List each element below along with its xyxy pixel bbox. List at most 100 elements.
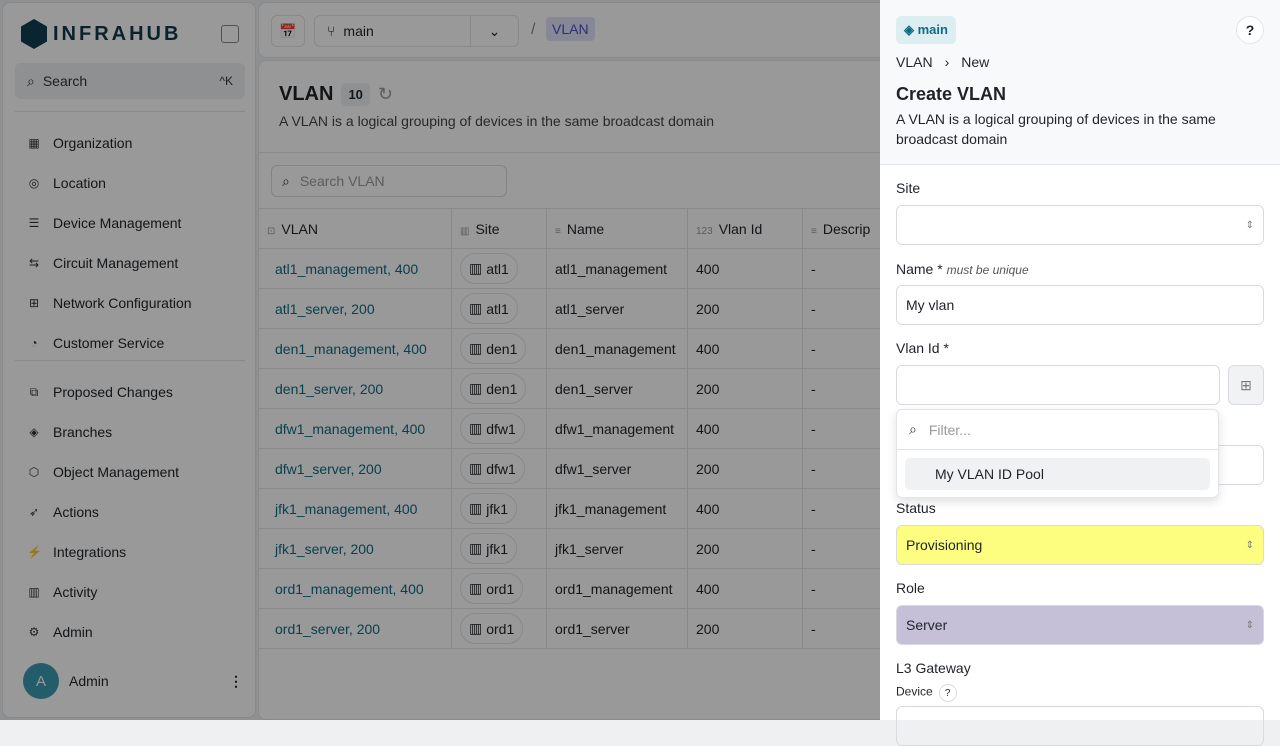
site-pill[interactable]: ▥ den1: [460, 333, 527, 364]
table-cell: 400: [687, 568, 803, 609]
table-cell: -: [802, 448, 880, 489]
network-icon: ⊞: [28, 296, 40, 310]
column-header-label: Site: [475, 220, 500, 237]
chevron-down-icon[interactable]: ⌄: [470, 16, 518, 46]
site-pill[interactable]: ▥ atl1: [460, 293, 518, 324]
sidebar-item-object-management[interactable]: ⬡ Object Management: [15, 452, 245, 492]
sidebar-item-proposed-changes[interactable]: ⧉ Proposed Changes: [15, 372, 245, 412]
table-row[interactable]: jfk1_management, 400 ▥ jfk1 jfk1_management…: [259, 488, 880, 529]
count-badge: 10: [341, 83, 370, 106]
site-pill[interactable]: ▥ dfw1: [460, 413, 525, 444]
site-pill[interactable]: ▥ jfk1: [460, 533, 518, 564]
sidebar-item-label: Customer Service: [53, 335, 165, 351]
site-name: dfw1: [486, 460, 516, 477]
main-content: VLAN 10 ↻ A VLAN is a logical grouping of …: [258, 60, 880, 720]
modal-overlay[interactable]: [0, 0, 880, 720]
site-pill[interactable]: ▥ jfk1: [460, 493, 518, 524]
table-row[interactable]: ord1_management, 400 ▥ ord1 ord1_management…: [259, 568, 880, 609]
pool-selector-button[interactable]: ⊞: [1228, 365, 1264, 405]
refresh-icon[interactable]: ↻: [377, 84, 394, 104]
table-cell[interactable]: ord1_server, 200: [259, 608, 452, 649]
sidebar-item-network-configuration[interactable]: ⊞ Network Configuration: [15, 283, 245, 323]
table-row[interactable]: atl1_server, 200 ▥ atl1 atl1_server 200-: [259, 288, 880, 329]
device-select[interactable]: [896, 706, 1264, 746]
branch-selector[interactable]: ⑂ main ⌄: [314, 15, 519, 47]
table-row[interactable]: dfw1_management, 400 ▥ dfw1 dfw1_management…: [259, 408, 880, 449]
crumb-vlan[interactable]: VLAN: [896, 54, 933, 70]
name-input[interactable]: My vlan: [896, 285, 1264, 325]
site-pill[interactable]: ▥ den1: [460, 373, 527, 404]
table-row[interactable]: den1_management, 400 ▥ den1 den1_management…: [259, 328, 880, 369]
table-row[interactable]: den1_server, 200 ▥ den1 den1_server 200-: [259, 368, 880, 409]
table-cell[interactable]: ▥ jfk1: [451, 528, 547, 569]
table-cell[interactable]: ord1_management, 400: [259, 568, 452, 609]
divider: [15, 111, 245, 112]
sidebar-item-admin[interactable]: ⚙ Admin: [15, 612, 245, 652]
breadcrumb[interactable]: VLAN: [546, 17, 595, 41]
sidebar-item-label: Admin: [53, 624, 93, 640]
table-cell[interactable]: ▥ atl1: [451, 248, 547, 289]
sidebar-item-organization[interactable]: ▦ Organization: [15, 123, 245, 163]
divider: [259, 152, 880, 153]
sidebar-item-customer-service[interactable]: ◔ Customer Service: [15, 323, 245, 351]
sidebar-item-device-management[interactable]: ☰ Device Management: [15, 203, 245, 243]
help-button[interactable]: ?: [1236, 16, 1264, 44]
logo[interactable]: INFRAHUB: [21, 19, 181, 49]
collapse-sidebar-icon[interactable]: [221, 25, 239, 43]
search-placeholder: Search VLAN: [299, 173, 385, 189]
column-header[interactable]: ≡ Name: [546, 208, 688, 249]
pool-option[interactable]: My VLAN ID Pool: [905, 458, 1210, 490]
search-icon: ⌕: [909, 421, 917, 437]
table-cell[interactable]: dfw1_management, 400: [259, 408, 452, 449]
calendar-clock-icon: 📅: [279, 22, 297, 39]
sidebar-item-location[interactable]: ◎ Location: [15, 163, 245, 203]
gear-icon: ⚙: [28, 625, 40, 639]
filter-placeholder: Filter...: [928, 421, 971, 438]
device-label: Device: [896, 684, 933, 699]
column-header-label: VLAN: [281, 220, 318, 237]
sidebar-item-integrations[interactable]: ⚡ Integrations: [15, 532, 245, 572]
site-pill[interactable]: ▥ ord1: [460, 573, 524, 604]
site-name: jfk1: [486, 540, 509, 557]
sidebar-item-branches[interactable]: ◈ Branches: [15, 412, 245, 452]
table-cell[interactable]: ▥ den1: [451, 368, 547, 409]
search-button[interactable]: ⌕ Search ^K: [15, 63, 245, 99]
site-pill[interactable]: ▥ dfw1: [460, 453, 525, 484]
sidebar-item-label: Actions: [53, 504, 99, 520]
sidebar-item-activity[interactable]: ▥ Activity: [15, 572, 245, 612]
table-row[interactable]: atl1_management, 400 ▥ atl1 atl1_management…: [259, 248, 880, 289]
table-cell[interactable]: den1_server, 200: [259, 368, 452, 409]
vlan-id-input[interactable]: [896, 365, 1220, 405]
site-pill[interactable]: ▥ atl1: [460, 253, 518, 284]
table-cell[interactable]: jfk1_management, 400: [259, 488, 452, 529]
site-name: atl1: [486, 300, 509, 317]
panel-breadcrumb: VLAN › New: [896, 54, 989, 70]
table-cell[interactable]: ▥ ord1: [451, 608, 547, 649]
table-cell[interactable]: ▥ dfw1: [451, 448, 547, 489]
filter-input[interactable]: ⌕ Filter...: [897, 410, 1218, 450]
table-row[interactable]: ord1_server, 200 ▥ ord1 ord1_server 200-: [259, 608, 880, 649]
sidebar-item-circuit-management[interactable]: ⇆ Circuit Management: [15, 243, 245, 283]
more-vertical-icon[interactable]: ⋮: [229, 672, 243, 689]
table-cell[interactable]: den1_management, 400: [259, 328, 452, 369]
column-header[interactable]: ▥ Site: [451, 208, 547, 249]
table-cell: ord1_server: [546, 608, 688, 649]
table-cell: den1_management: [546, 328, 688, 369]
site-pill[interactable]: ▥ ord1: [460, 613, 524, 644]
chevron-up-down-icon: ⇕: [1245, 619, 1254, 631]
user-menu[interactable]: A Admin ⋮: [23, 663, 243, 699]
name-value: My vlan: [906, 297, 955, 313]
time-travel-button[interactable]: 📅: [271, 15, 305, 47]
table-cell[interactable]: dfw1_server, 200: [259, 448, 452, 489]
table-search-input[interactable]: ⌕ Search VLAN: [271, 165, 507, 197]
status-select[interactable]: Provisioning ⇕: [896, 525, 1264, 565]
table-cell[interactable]: ▥ jfk1: [451, 488, 547, 529]
table-cell[interactable]: jfk1_server, 200: [259, 528, 452, 569]
role-select[interactable]: Server ⇕: [896, 605, 1264, 645]
branch-badge-label: main: [917, 22, 948, 37]
site-select[interactable]: ⇕: [896, 205, 1264, 245]
table-row[interactable]: jfk1_server, 200 ▥ jfk1 jfk1_server 200-: [259, 528, 880, 569]
table-cell[interactable]: ▥ den1: [451, 328, 547, 369]
sidebar-item-actions[interactable]: ➶ Actions: [15, 492, 245, 532]
help-icon[interactable]: ?: [938, 684, 957, 702]
